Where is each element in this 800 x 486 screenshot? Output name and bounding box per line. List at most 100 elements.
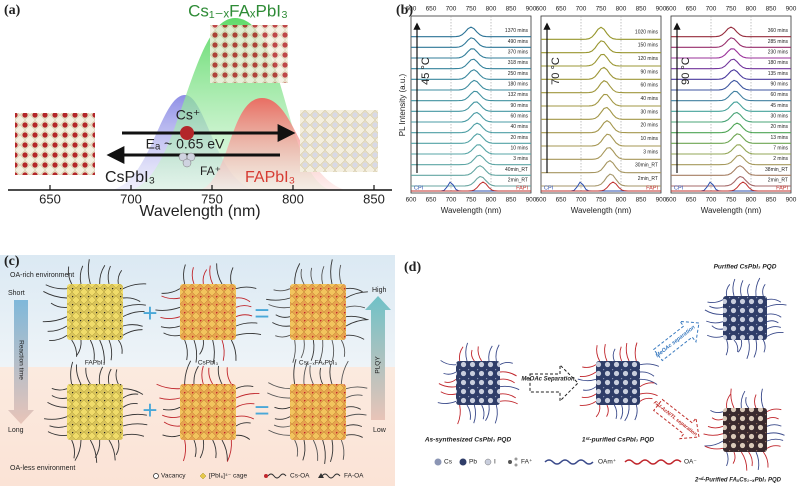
ligand <box>216 263 223 285</box>
ligand <box>193 365 199 385</box>
tick-label: 750 <box>726 6 737 13</box>
step-label: MeOAc Separation <box>521 377 575 383</box>
ligand <box>235 422 251 427</box>
time-label: 285 mins <box>768 39 789 45</box>
ligand <box>345 386 368 390</box>
tick-label: 600 <box>536 197 547 204</box>
ligand <box>465 342 468 362</box>
ligand <box>310 267 314 285</box>
ligand <box>440 360 457 366</box>
ligand <box>766 424 782 427</box>
panel-label: (a) <box>4 3 21 18</box>
time-label: 38min_RT <box>765 167 788 173</box>
ligand <box>499 378 515 384</box>
environment-label: OA-less environment <box>10 465 75 472</box>
pl-spectrum <box>671 101 791 112</box>
tick-label: 800 <box>486 6 497 13</box>
ligand <box>47 401 68 408</box>
pl-spectrum <box>671 175 791 187</box>
ligand <box>457 404 461 425</box>
pl-spectrum <box>671 111 791 123</box>
ligand <box>183 439 187 462</box>
i-symbol <box>484 458 492 466</box>
ligand <box>620 404 624 420</box>
ligand <box>730 388 735 409</box>
ligand <box>499 400 518 405</box>
ligand <box>89 339 95 360</box>
plqy-label: Low <box>373 427 387 434</box>
ligand <box>706 334 724 338</box>
ligand <box>42 316 68 323</box>
ligand <box>740 451 748 471</box>
pl-spectrum <box>671 26 791 38</box>
ligand <box>221 439 228 462</box>
ligand <box>737 339 743 353</box>
ligand <box>707 299 724 304</box>
ligand <box>226 439 232 462</box>
ligand <box>122 324 143 327</box>
ligand <box>606 404 609 417</box>
ligand <box>74 439 82 461</box>
nanocrystal <box>42 259 147 364</box>
pl-spectrum <box>671 154 791 166</box>
tick-label: 900 <box>786 6 797 13</box>
ligand <box>579 400 597 406</box>
legend: Vacancy [PbI₆]⁴⁻ cage Cs-OA FA-OA <box>153 472 364 480</box>
ligand <box>115 439 120 456</box>
ligand <box>122 403 138 408</box>
ligand <box>160 325 181 329</box>
legend-label: FA⁺ <box>521 459 533 466</box>
ligand <box>226 367 232 385</box>
ligand <box>755 277 761 297</box>
ligand <box>235 415 254 420</box>
ligand <box>217 365 223 385</box>
ligand <box>117 339 123 354</box>
time-label: 20 mins <box>640 123 658 129</box>
ligand <box>481 404 485 420</box>
cspbi3-lattice <box>15 113 95 175</box>
legend-label: I <box>494 459 496 466</box>
time-label: 2min_RT <box>768 177 788 183</box>
ligand <box>162 434 181 438</box>
ligand <box>330 259 333 285</box>
time-label: 30 mins <box>640 109 658 115</box>
legend-label: Cs-OA <box>290 473 310 480</box>
time-label: 45 mins <box>770 103 788 109</box>
ligand <box>87 259 91 285</box>
ligand <box>99 339 105 364</box>
ligand <box>79 265 84 285</box>
cs-oa-symbol <box>267 473 287 479</box>
ligand <box>745 397 750 409</box>
pl-spectrum <box>411 37 531 48</box>
tick-label: 600 <box>666 197 677 204</box>
ligand <box>762 283 766 297</box>
crystal-core <box>290 384 346 440</box>
ligand <box>122 304 146 308</box>
ligand <box>161 288 181 294</box>
ligand <box>762 451 769 468</box>
ligand <box>766 303 787 308</box>
pl-spectrum <box>411 48 531 59</box>
ligand <box>732 278 736 297</box>
ligand <box>345 305 366 309</box>
time-label: 40 mins <box>510 124 528 130</box>
ligand <box>162 406 181 411</box>
ligand <box>108 339 113 361</box>
tick-label: 800 <box>616 6 627 13</box>
crystal-core <box>723 296 767 340</box>
fa-ion <box>186 152 196 162</box>
pl-spectrum <box>541 40 661 54</box>
ligand <box>274 416 291 420</box>
nanocrystal <box>437 342 520 425</box>
ligand <box>43 416 68 420</box>
time-arrow <box>8 300 34 424</box>
ligand <box>639 378 658 385</box>
pl-spectrum <box>541 93 661 107</box>
tick-label: 850 <box>506 6 517 13</box>
plot-frame <box>670 15 792 194</box>
ligand <box>619 346 623 362</box>
tick-label: 600 <box>536 6 547 13</box>
ligand <box>340 360 349 385</box>
time-label: Long <box>8 427 24 434</box>
fa-symbol <box>514 463 518 467</box>
